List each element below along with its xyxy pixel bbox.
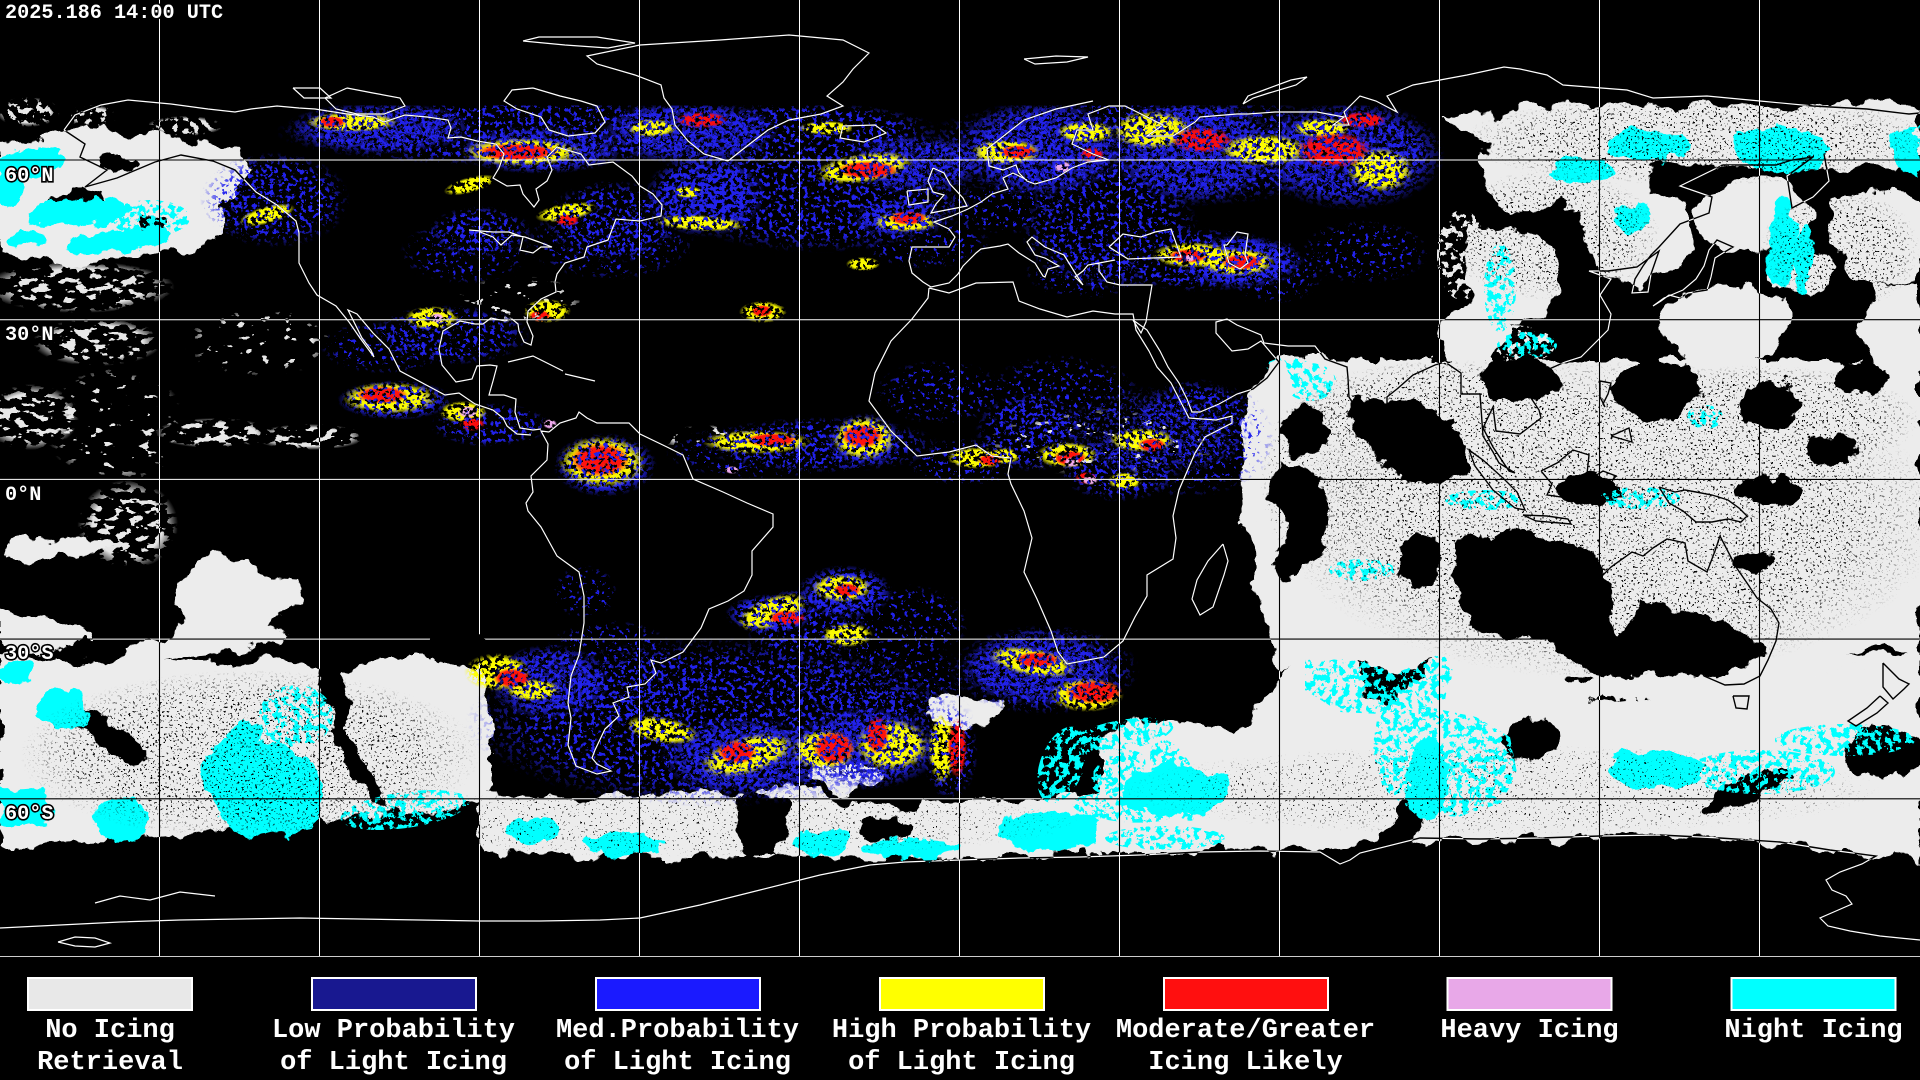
svg-text:Low Probability: Low Probability: [272, 1016, 515, 1046]
svg-text:Moderate/Greater: Moderate/Greater: [1116, 1016, 1375, 1046]
svg-text:2025.186 14:00 UTC: 2025.186 14:00 UTC: [5, 2, 223, 25]
svg-text:60°N: 60°N: [5, 165, 53, 188]
svg-text:Night Icing: Night Icing: [1724, 1016, 1902, 1046]
svg-text:of Light Icing: of Light Icing: [564, 1048, 791, 1078]
svg-text:High Probability: High Probability: [832, 1016, 1091, 1046]
svg-text:30°N: 30°N: [5, 324, 53, 347]
svg-text:0°N: 0°N: [5, 484, 41, 507]
svg-text:Heavy Icing: Heavy Icing: [1440, 1016, 1618, 1046]
svg-text:Icing Likely: Icing Likely: [1148, 1048, 1342, 1078]
svg-text:No Icing: No Icing: [45, 1016, 175, 1046]
svg-text:Retrieval: Retrieval: [37, 1048, 183, 1078]
svg-text:30°S: 30°S: [5, 643, 53, 666]
svg-text:Med.Probability: Med.Probability: [556, 1016, 799, 1046]
svg-text:of Light Icing: of Light Icing: [848, 1048, 1075, 1078]
svg-text:of Light Icing: of Light Icing: [280, 1048, 507, 1078]
svg-text:60°S: 60°S: [5, 803, 53, 826]
